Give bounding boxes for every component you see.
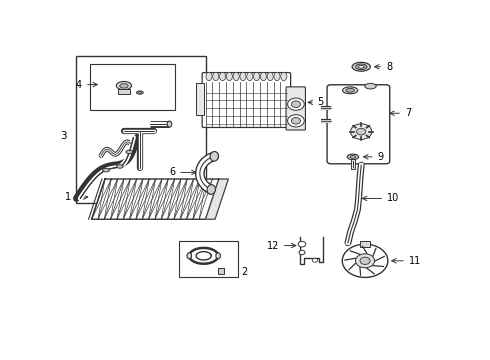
Ellipse shape [247,72,253,81]
Circle shape [299,250,305,255]
Ellipse shape [347,154,359,159]
Text: 10: 10 [363,193,399,203]
Text: 11: 11 [392,256,421,266]
Circle shape [292,101,300,108]
Ellipse shape [102,168,109,172]
Text: 4: 4 [76,80,97,90]
FancyBboxPatch shape [286,87,305,130]
Polygon shape [92,179,219,219]
Ellipse shape [350,156,356,158]
Text: 1: 1 [65,192,88,202]
Ellipse shape [253,72,260,81]
Ellipse shape [210,152,219,161]
Circle shape [357,128,366,135]
Text: 5: 5 [308,98,324,107]
Ellipse shape [260,72,267,81]
Ellipse shape [343,87,358,94]
Ellipse shape [207,185,216,194]
Ellipse shape [120,84,128,88]
Ellipse shape [365,84,376,89]
Ellipse shape [116,81,131,90]
Circle shape [342,244,388,278]
Bar [90,64,175,110]
Circle shape [288,98,304,110]
Ellipse shape [358,66,364,68]
Ellipse shape [346,89,354,92]
Ellipse shape [240,72,246,81]
Ellipse shape [213,72,219,81]
Circle shape [360,257,370,265]
Bar [219,268,224,274]
Bar [76,56,206,203]
Bar [196,84,204,115]
Circle shape [292,117,300,124]
Ellipse shape [138,92,142,93]
Text: 8: 8 [375,62,392,72]
Circle shape [355,254,375,268]
Ellipse shape [281,72,287,81]
Circle shape [312,258,318,262]
Ellipse shape [226,72,232,81]
Text: 3: 3 [60,131,67,141]
FancyBboxPatch shape [202,73,291,127]
Circle shape [288,115,304,127]
Bar [361,240,369,247]
Circle shape [350,124,372,139]
Text: 6: 6 [169,167,196,177]
Ellipse shape [126,150,133,154]
Text: 2: 2 [241,267,247,277]
Ellipse shape [352,62,370,71]
Text: 12: 12 [267,240,296,251]
Ellipse shape [117,165,123,168]
Ellipse shape [233,72,239,81]
Ellipse shape [187,253,192,259]
Bar [179,242,238,278]
Ellipse shape [274,72,280,81]
Ellipse shape [206,72,212,81]
Bar [118,89,130,94]
Ellipse shape [267,72,273,81]
Circle shape [298,242,306,247]
Text: 7: 7 [390,108,411,118]
Ellipse shape [220,72,225,81]
Ellipse shape [216,253,220,259]
Text: 9: 9 [364,152,384,162]
Ellipse shape [167,121,172,127]
FancyBboxPatch shape [327,85,390,164]
Ellipse shape [136,91,143,94]
Ellipse shape [356,64,367,69]
Polygon shape [206,179,228,219]
